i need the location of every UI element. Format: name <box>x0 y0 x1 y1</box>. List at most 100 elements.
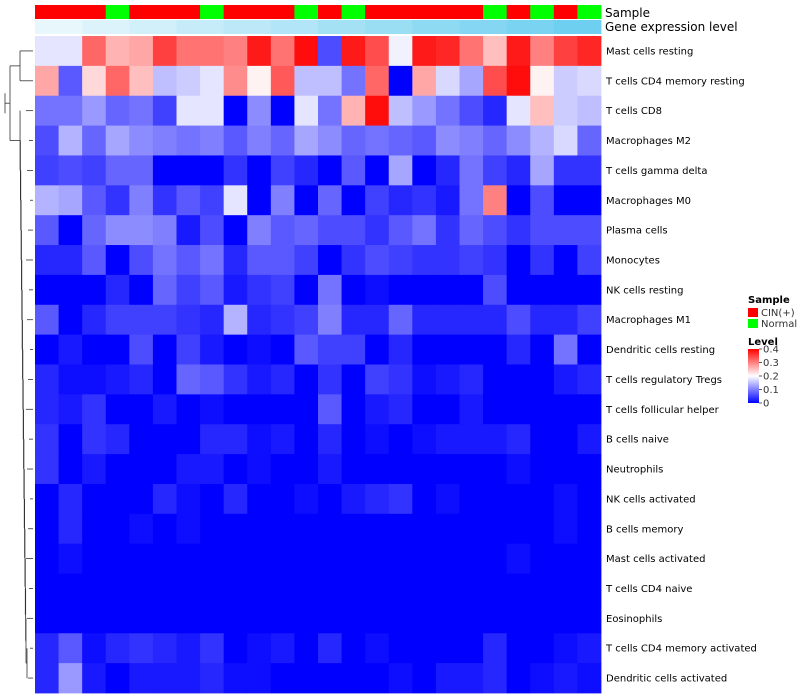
heatmap-cell <box>530 543 555 574</box>
heatmap-cell <box>152 603 177 634</box>
heatmap-cell <box>553 483 578 515</box>
heatmap-cell <box>129 633 154 664</box>
sample-annotation-cell <box>365 5 390 19</box>
heatmap-cell <box>483 125 508 156</box>
heatmap-cell <box>459 633 484 664</box>
heatmap-cell <box>530 95 555 126</box>
heatmap-cell <box>176 543 201 574</box>
heatmap-cell <box>35 663 59 694</box>
heatmap-cell <box>58 454 83 485</box>
sample-annotation-cell <box>506 5 531 19</box>
heatmap-cell <box>223 633 248 664</box>
heatmap-cell <box>152 543 177 574</box>
heatmap-cell <box>270 95 295 126</box>
heatmap-cell <box>129 304 154 336</box>
level-tick-label: 0.4 <box>763 345 779 356</box>
heatmap-cell <box>35 364 59 395</box>
heatmap-cell <box>270 603 295 634</box>
heatmap-cell <box>247 603 272 634</box>
heatmap-cell <box>506 663 531 694</box>
heatmap-cell <box>341 274 366 306</box>
heatmap-cell <box>388 513 413 545</box>
heatmap-cell <box>577 65 602 97</box>
heatmap-cell <box>365 394 390 425</box>
heatmap-cell <box>200 304 225 336</box>
heatmap-cell <box>483 364 508 395</box>
row-label: B cells memory <box>606 524 683 535</box>
row-label: Macrophages M1 <box>606 315 691 326</box>
gene-annotation-cell <box>223 20 248 34</box>
heatmap-cell <box>577 274 602 306</box>
heatmap-cell <box>105 185 130 216</box>
gene-annotation-cell <box>105 20 130 34</box>
heatmap-cell <box>270 125 295 156</box>
heatmap-cell <box>82 125 107 156</box>
heatmap-cell <box>223 573 248 604</box>
gene-annotation-cell <box>577 20 602 34</box>
heatmap-cell <box>294 274 319 306</box>
heatmap-cell <box>506 483 531 515</box>
row-label: Dendritic cells activated <box>606 674 727 685</box>
heatmap-cell <box>105 394 130 425</box>
level-tick-label: 0 <box>763 399 769 410</box>
heatmap-cell <box>388 95 413 126</box>
heatmap-cell <box>553 95 578 126</box>
level-tick-label: 0.2 <box>763 372 779 383</box>
heatmap-cell <box>82 573 107 604</box>
heatmap-cell <box>200 215 225 246</box>
heatmap-cell <box>365 95 390 126</box>
sample-annotation-cell <box>318 5 342 19</box>
heatmap-cell <box>459 245 484 276</box>
heatmap-cell <box>152 36 177 67</box>
heatmap-cell <box>176 394 201 425</box>
heatmap-cell <box>152 215 177 246</box>
heatmap-cell <box>58 155 83 186</box>
heatmap-cell <box>553 36 578 67</box>
heatmap-cell <box>506 215 531 246</box>
heatmap-cell <box>341 663 366 694</box>
sample-annotation-cell <box>483 5 508 19</box>
heatmap-cell <box>200 543 225 574</box>
heatmap-cell <box>412 364 437 395</box>
heatmap-cell <box>318 603 342 634</box>
heatmap-cell <box>341 185 366 216</box>
sample-annotation-cell <box>412 5 437 19</box>
heatmap-cell <box>58 125 83 156</box>
heatmap-cell <box>58 95 83 126</box>
heatmap-cell <box>176 513 201 545</box>
heatmap-cell <box>200 245 225 276</box>
heatmap-cell <box>247 334 272 365</box>
heatmap-cell <box>129 663 154 694</box>
heatmap-cell <box>483 95 508 126</box>
heatmap-cell <box>129 95 154 126</box>
heatmap-cell <box>365 185 390 216</box>
heatmap-cell <box>176 483 201 515</box>
heatmap-cell <box>223 245 248 276</box>
heatmap-cell <box>105 633 130 664</box>
heatmap-cell <box>247 543 272 574</box>
heatmap-cell <box>365 155 390 186</box>
heatmap-cell <box>318 633 342 664</box>
heatmap-cell <box>82 304 107 336</box>
row-label: T cells CD4 memory resting <box>605 76 745 87</box>
heatmap-cell <box>270 633 295 664</box>
heatmap-cell <box>412 95 437 126</box>
row-label: Monocytes <box>606 255 660 266</box>
row-label: NK cells resting <box>606 285 683 296</box>
heatmap-cell <box>365 36 390 67</box>
heatmap-cell <box>341 454 366 485</box>
heatmap-cell <box>365 215 390 246</box>
heatmap-cell <box>530 274 555 306</box>
heatmap-cell <box>270 543 295 574</box>
heatmap-cell <box>200 364 225 395</box>
heatmap-cell <box>318 454 342 485</box>
heatmap-cell <box>176 65 201 97</box>
heatmap-cell <box>459 663 484 694</box>
heatmap-cell <box>412 573 437 604</box>
heatmap-cell <box>152 274 177 306</box>
heatmap-cell <box>247 304 272 336</box>
heatmap-cell <box>35 245 59 276</box>
heatmap-cell <box>577 95 602 126</box>
heatmap-cell <box>435 543 460 574</box>
